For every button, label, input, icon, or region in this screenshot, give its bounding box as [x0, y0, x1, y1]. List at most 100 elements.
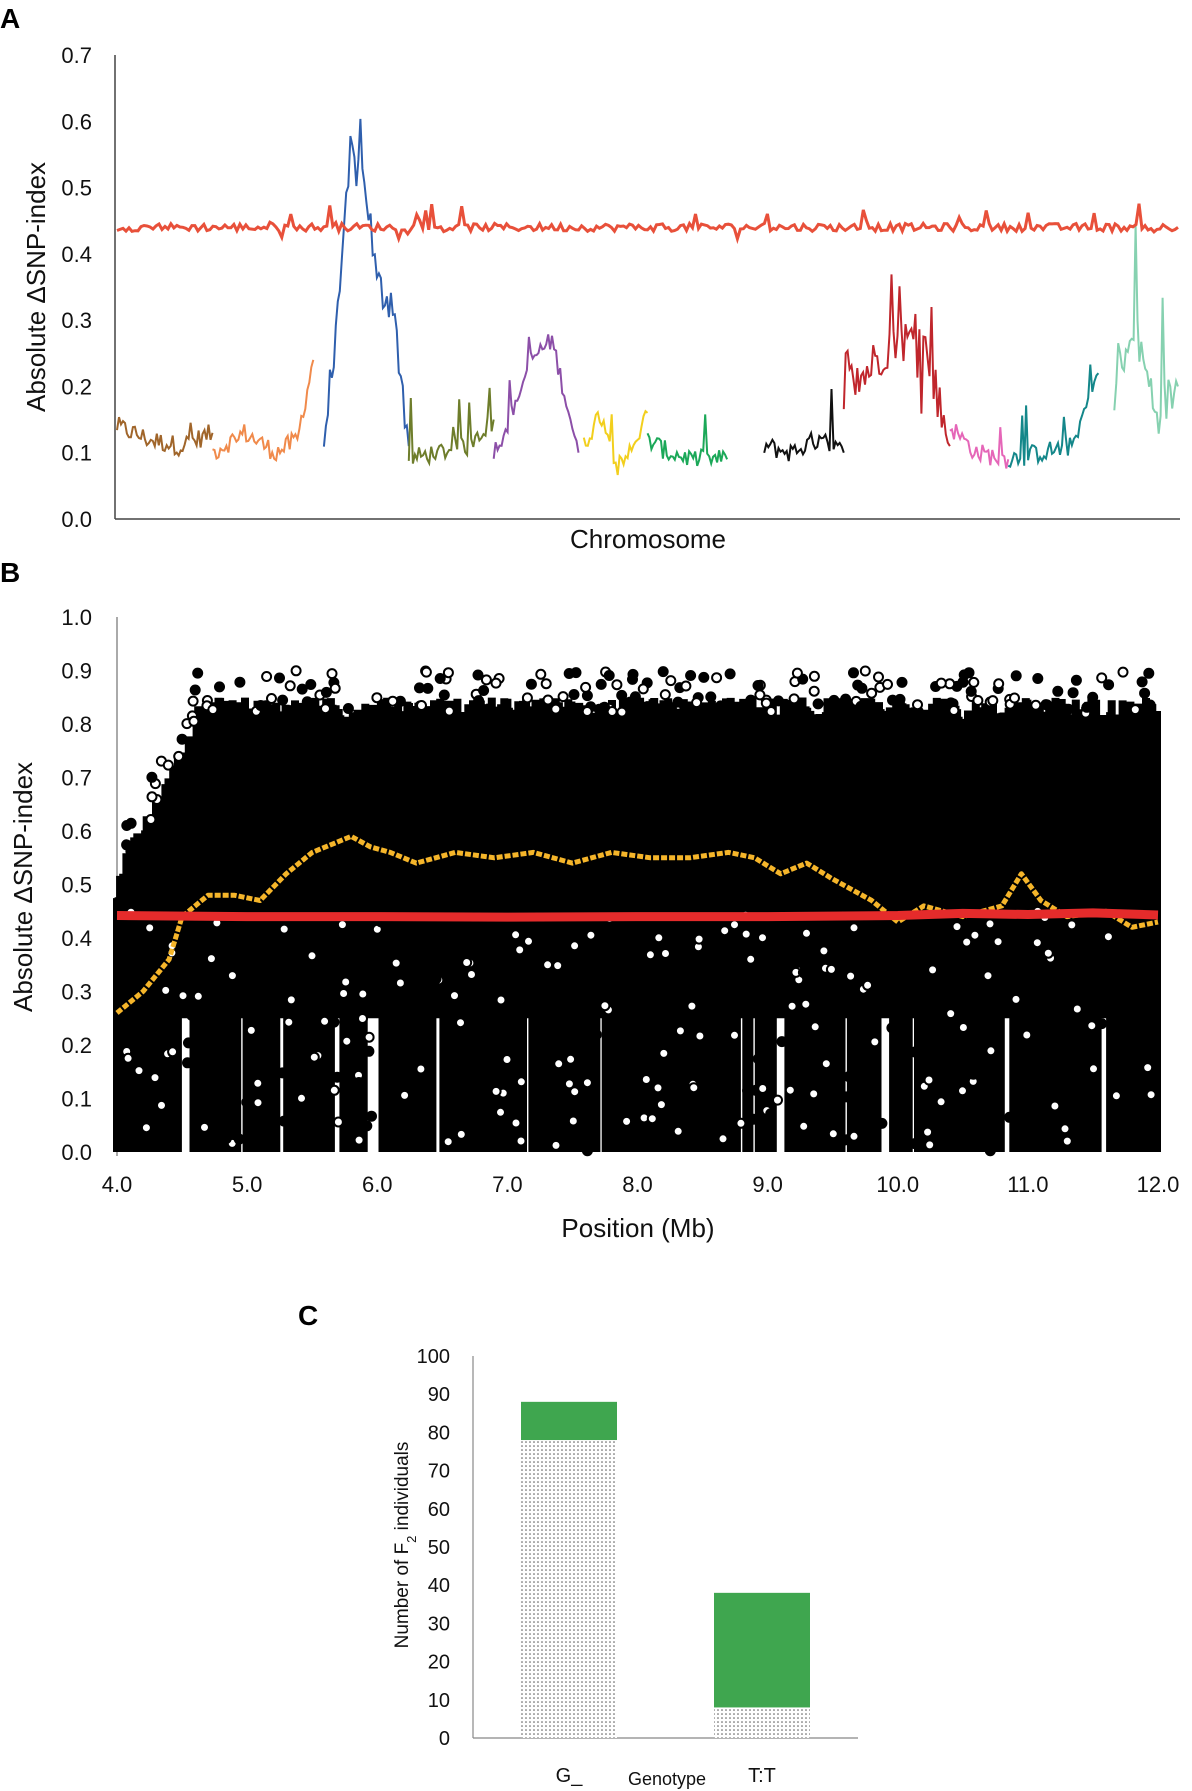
panel-b-snp-point [674, 1025, 686, 1037]
panel-b-snp-point [557, 691, 569, 703]
panel-b-snp-point [515, 1135, 527, 1147]
panel-a-y-tick: 0.3 [61, 308, 92, 333]
panel-b-snp-point [1010, 993, 1022, 1005]
panel-b-snp-point [945, 1008, 957, 1020]
panel-b-snp-point [698, 671, 710, 683]
panel-b-snp-point [1067, 687, 1079, 699]
panel-b-snp-point [1021, 1029, 1033, 1041]
panel-b-snp-point [176, 733, 188, 745]
panel-b-snp-point [658, 1047, 670, 1059]
panel-b-snp-point [580, 681, 592, 693]
panel-b-snp-point [1101, 1007, 1113, 1019]
panel-b-snp-point [892, 948, 904, 960]
panel-b-snp-point [407, 1045, 419, 1057]
panel-b-snp-point [529, 1007, 541, 1019]
panel-b-snp-point [580, 996, 592, 1008]
panel-b-snp-point [525, 678, 537, 690]
panel-b-snp-point [852, 951, 864, 963]
panel-b-snp-point [640, 1074, 652, 1085]
panel-b-snp-point [679, 1097, 691, 1109]
panel-b-snp-point [824, 1045, 836, 1057]
panel-b-snp-point [449, 990, 460, 1002]
panel-b-snp-point [800, 998, 812, 1010]
panel-b-snp-point [848, 1130, 860, 1142]
panel-b-snp-point [328, 1084, 340, 1096]
panel-b-snp-point [635, 919, 647, 931]
panel-b-snp-point [480, 674, 492, 686]
panel-b-snp-point [968, 676, 980, 688]
panel-c-y-label: Number of F2 individuals [392, 1442, 419, 1649]
panel-b-snp-point [341, 1035, 353, 1047]
panel-b-snp-point [927, 964, 939, 976]
panel-b-snp-point [535, 668, 547, 680]
panel-b-snp-point [245, 1024, 257, 1036]
panel-b-snp-point [578, 1037, 590, 1049]
panel-b-snp-point [957, 676, 969, 688]
panel-b-snp-point [797, 967, 809, 978]
panel-b-snp-point [326, 668, 338, 680]
panel-c-bar-lower [714, 1707, 810, 1738]
panel-b-snp-point [866, 687, 878, 699]
panel-b-snp-point [748, 1113, 759, 1125]
panel-b-snp-point [274, 672, 285, 684]
panel-b-snp-point [192, 990, 204, 1002]
panel-a-series-line [763, 388, 845, 462]
panel-b-snp-point [255, 1009, 267, 1021]
panel-b-snp-point [935, 677, 947, 689]
panel-a-threshold-line [116, 203, 1179, 245]
panel-b-snp-point [567, 1115, 579, 1127]
panel-b-y-tick: 0.8 [61, 712, 92, 737]
panel-b-snp-point [1086, 1020, 1098, 1032]
panel-b-snp-point [542, 959, 554, 971]
panel-b-snp-point [434, 673, 446, 684]
panel-b-snp-point [455, 1017, 466, 1029]
panel-b-snp-point [787, 702, 799, 714]
panel-b-snp-point [420, 666, 432, 678]
panel-b-snp-point [160, 984, 172, 996]
panel-b-snp-point [581, 1145, 593, 1157]
panel-b-snp-point [801, 927, 812, 939]
panel-b-snp-point [972, 695, 984, 706]
panel-b-snp-point [1136, 676, 1148, 688]
panel-b-snp-point [495, 1106, 506, 1118]
panel-a-y-tick: 0.1 [61, 441, 92, 466]
panel-b-snp-point [757, 1083, 769, 1094]
panel-b-snp-point [146, 791, 158, 803]
panel-a-label: A [0, 3, 20, 34]
panel-b-snp-point [473, 695, 485, 707]
panel-b-snp-point [162, 759, 174, 771]
panel-b-snp-point [1071, 1114, 1083, 1126]
panel-b-snp-point [305, 679, 317, 690]
panel-b-snp-point [626, 964, 638, 976]
panel-b-snp-point [951, 1108, 963, 1120]
panel-b-snp-point [1009, 692, 1020, 704]
panel-b-snp-point [1031, 918, 1043, 930]
panel-c-bar-upper [521, 1401, 617, 1441]
panel-b-snp-point [693, 933, 705, 945]
panel-b-snp-point [243, 1060, 255, 1072]
panel-b-snp-point [951, 921, 963, 933]
panel-b-snp-point [320, 703, 331, 715]
panel-b-snp-point [1004, 1111, 1015, 1123]
panel-b-snp-point [912, 699, 923, 711]
panel-b-snp-point [173, 750, 185, 762]
panel-b-y-tick: 0.0 [61, 1140, 92, 1165]
panel-b-snp-point [329, 682, 341, 694]
panel-b-snp-point [353, 1134, 365, 1146]
panel-b-snp-point [845, 970, 857, 982]
panel-b-snp-point [848, 922, 860, 934]
panel-b-snp-point [1061, 1135, 1073, 1147]
panel-b-snp-point [840, 1091, 852, 1103]
panel-b-x-tick: 7.0 [492, 1172, 523, 1197]
panel-b-snp-point [639, 1020, 651, 1032]
panel-b-snp-point [827, 1128, 839, 1140]
panel-b-snp-point [278, 923, 290, 935]
panel-b-x-tick: 4.0 [102, 1172, 133, 1197]
panel-c-y-tick: 90 [428, 1384, 450, 1406]
panel-b-snp-point [808, 685, 820, 697]
panel-b-snp-point [1010, 670, 1022, 682]
panel-b-snp-point [909, 1046, 921, 1058]
panel-b-snp-point [569, 1086, 581, 1098]
panel-c-x-tick: G_ [556, 1765, 584, 1787]
panel-b-snp-point [241, 924, 253, 936]
